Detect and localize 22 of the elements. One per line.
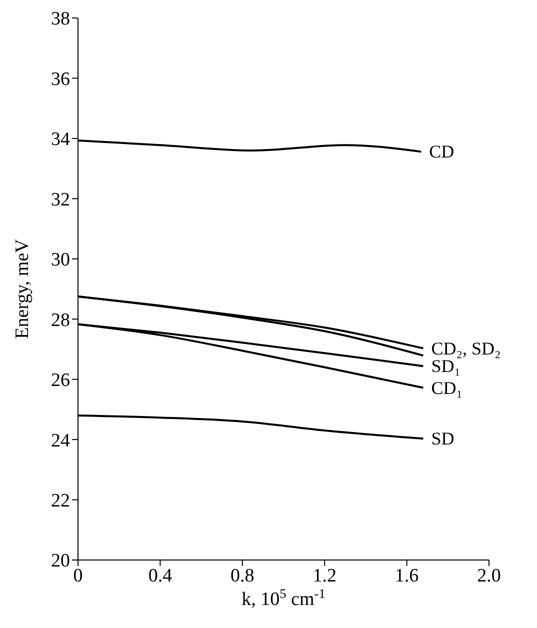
y-tick-label: 36	[51, 68, 70, 90]
x-tick-label: 2.0	[477, 565, 501, 586]
y-tick-label: 34	[51, 129, 70, 150]
y-tick-label: 38	[51, 8, 70, 30]
y-tick-label: 28	[51, 310, 70, 331]
y-tick-label: 26	[51, 370, 70, 392]
series-label: SD	[431, 428, 454, 449]
series-label: CD₂, SD₂	[431, 338, 501, 358]
x-tick-label: 1.2	[312, 565, 336, 586]
y-tick-label: 32	[51, 189, 70, 210]
series-label: CD	[429, 142, 454, 162]
y-tick-label: 22	[51, 490, 70, 512]
y-tick-label: 30	[51, 250, 70, 271]
y-tick-label: 24	[51, 430, 70, 452]
y-axis-title: Energy, meV	[12, 238, 33, 339]
x-tick-label: 0	[73, 565, 83, 586]
x-tick-label: 0.8	[230, 565, 254, 586]
x-tick-label: 1.6	[394, 565, 419, 586]
x-axis-title: k, 10$^{5}$ cm$^{-1}$	[242, 586, 326, 610]
x-tick-label: 0.4	[148, 565, 173, 586]
y-tick-label: 20	[51, 550, 70, 572]
series-label: CD₁	[431, 378, 463, 398]
